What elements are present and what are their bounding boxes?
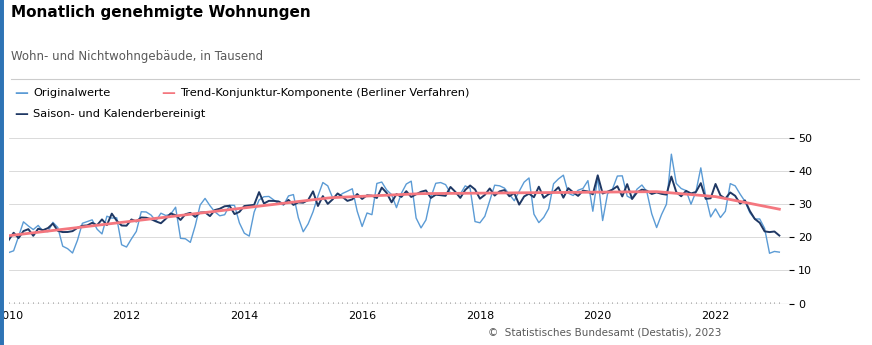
Text: —: — [161, 86, 175, 100]
Text: Saison- und Kalenderbereinigt: Saison- und Kalenderbereinigt [33, 109, 206, 119]
Text: —: — [14, 86, 28, 100]
Text: Trend-Konjunktur-Komponente (Berliner Verfahren): Trend-Konjunktur-Komponente (Berliner Ve… [181, 88, 470, 98]
Text: ©  Statistisches Bundesamt (Destatis), 2023: © Statistisches Bundesamt (Destatis), 20… [488, 327, 722, 337]
Text: —: — [14, 107, 28, 121]
Text: Monatlich genehmigte Wohnungen: Monatlich genehmigte Wohnungen [11, 5, 311, 20]
Text: Wohn- und Nichtwohngebäude, in Tausend: Wohn- und Nichtwohngebäude, in Tausend [11, 50, 263, 63]
Text: Originalwerte: Originalwerte [33, 88, 111, 98]
